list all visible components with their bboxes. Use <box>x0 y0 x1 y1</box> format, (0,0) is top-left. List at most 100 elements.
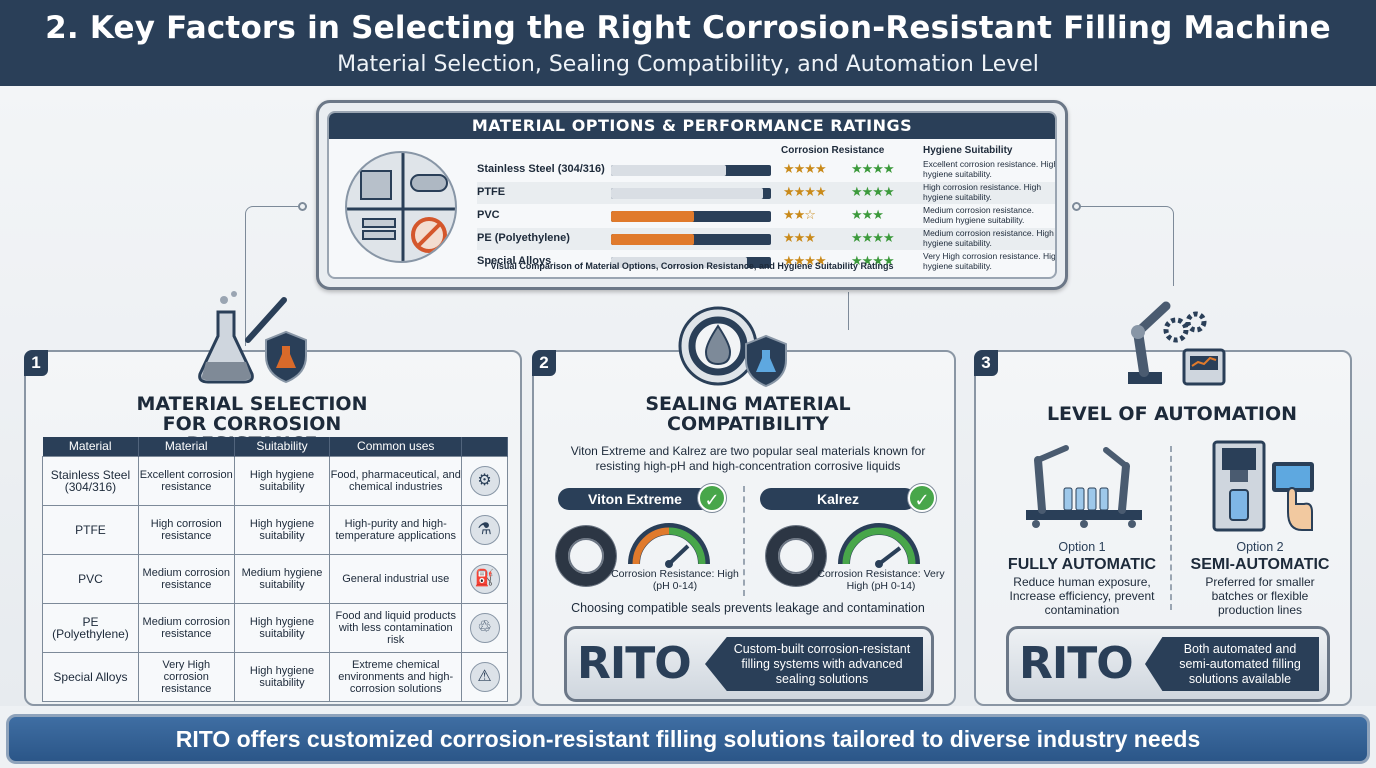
section2-title: SEALING MATERIAL COMPATIBILITY <box>645 393 851 435</box>
option1-title: FULLY AUTOMATIC <box>1007 556 1157 573</box>
material-options-heading: MATERIAL OPTIONS & PERFORMANCE RATINGS <box>329 113 1055 139</box>
cell-icon: ♲ <box>461 602 508 653</box>
corrosion-stars: ★★☆ <box>783 207 816 222</box>
application-icon: ⚙ <box>469 465 500 496</box>
col-material: Material <box>42 437 139 456</box>
cell-property: Medium corrosion resistance <box>137 553 235 604</box>
col-common-uses: Common uses <box>329 437 463 456</box>
kalrez-gauge-icon <box>838 522 920 568</box>
application-icon: ⚗ <box>469 514 500 545</box>
hygiene-col-heading: Hygiene Suitability <box>923 145 1013 156</box>
cell-material: Special Alloys <box>42 651 139 702</box>
viton-check-icon: ✓ <box>698 484 726 512</box>
hygiene-stars: ★★★★ <box>851 230 895 245</box>
material-rating-desc: Very High corrosion resistance. High hyg… <box>923 251 1057 271</box>
material-rating-desc: Medium corrosion resistance. High hygien… <box>923 228 1054 248</box>
corrosion-bar-fill <box>611 188 763 199</box>
material-option-row: PTFE ★★★★ ★★★★ High corrosion resistance. H… <box>477 182 1055 204</box>
cell-property: Medium corrosion resistance <box>137 602 235 653</box>
material-option-row: Stainless Steel (304/316) ★★★★ ★★★★ Excelle… <box>477 159 1057 181</box>
material-name: PVC <box>477 209 500 221</box>
col-material-property: Material <box>138 437 235 456</box>
rito-logo: RITO <box>577 638 692 689</box>
material-rating-desc: High corrosion resistance. High hygiene … <box>923 182 1042 202</box>
rito-banner-automation: RITO Both automated and semi-automated f… <box>1006 626 1330 702</box>
corrosion-col-heading: Corrosion Resistance <box>781 145 885 156</box>
col-suitability: Suitability <box>234 437 331 456</box>
cell-suitability: High hygiene suitability <box>233 504 331 555</box>
option2-label: Option 2 <box>1236 540 1284 554</box>
section-number: 2 <box>532 350 556 376</box>
viton-oring-icon <box>556 526 616 586</box>
material-rating-desc: Medium corrosion resistance. Medium hygi… <box>923 205 1035 225</box>
cell-uses: Extreme chemical environments and high-c… <box>329 651 463 702</box>
material-option-row: Special Alloys ★★★★ ★★★★ Very High corrosio… <box>477 251 1057 273</box>
rito-sealing-message: Custom-built corrosion-resistant filling… <box>705 637 923 691</box>
connector-dot <box>298 202 307 211</box>
material-options-caption: Visual Comparison of Material Options, C… <box>490 261 894 271</box>
cell-suitability: High hygiene suitability <box>233 651 331 702</box>
table-row: Special Alloys Very High corrosion resist… <box>42 651 508 702</box>
cell-icon: ⚠ <box>461 651 508 702</box>
material-name: PTFE <box>477 186 506 198</box>
cell-material: PE (Polyethylene) <box>42 602 139 653</box>
seal-viton-label: Viton Extreme <box>558 488 712 510</box>
cell-property: Excellent corrosion resistance <box>137 455 235 506</box>
corrosion-bar <box>611 234 771 245</box>
viton-rating: Corrosion Resistance: High (pH 0-14) <box>611 568 739 592</box>
cell-uses: Food and liquid products with less conta… <box>329 602 463 653</box>
hygiene-stars: ★★★★ <box>851 253 895 268</box>
corrosion-bar-fill <box>611 234 695 245</box>
material-options-panel: MATERIAL OPTIONS & PERFORMANCE RATINGS C… <box>316 100 1068 290</box>
cell-icon: ⚗ <box>461 504 508 555</box>
hygiene-stars: ★★★★ <box>851 184 895 199</box>
seal-note: Choosing compatible seals prevents leaka… <box>571 601 925 615</box>
corrosion-stars: ★★★★ <box>783 161 827 176</box>
cell-uses: Food, pharmaceutical, and chemical indus… <box>329 455 463 506</box>
cell-uses: General industrial use <box>329 553 463 604</box>
corrosion-bar-fill <box>611 257 747 268</box>
cell-uses: High-purity and high-temperature applica… <box>329 504 463 555</box>
cell-suitability: Medium hygiene suitability <box>233 553 331 604</box>
connector-right <box>1078 206 1174 286</box>
header-banner: 2. Key Factors in Selecting the Right Co… <box>0 0 1376 86</box>
fully-automatic-machine-icon <box>1022 440 1146 530</box>
cell-material: PTFE <box>42 504 139 555</box>
seal-divider <box>743 486 745 596</box>
cell-property: High corrosion resistance <box>137 504 235 555</box>
material-table: Material Material Suitability Common use… <box>42 437 508 702</box>
cell-material: Stainless Steel (304/316) <box>42 455 139 506</box>
cell-icon: ⚙ <box>461 455 508 506</box>
page-title: 2. Key Factors in Selecting the Right Co… <box>45 10 1331 46</box>
kalrez-rating: Corrosion Resistance: Very High (pH 0-14… <box>817 568 945 592</box>
corrosion-stars: ★★★★ <box>783 253 827 268</box>
table-row: PTFE High corrosion resistance High hygien… <box>42 504 508 555</box>
option2-description: Preferred for smaller batches or flexibl… <box>1205 575 1315 617</box>
connector-dot <box>1072 202 1081 211</box>
option1-label: Option 1 <box>1058 540 1106 554</box>
section-number: 1 <box>24 350 48 376</box>
table-row: PE (Polyethylene) Medium corrosion resist… <box>42 602 508 653</box>
section3-title: LEVEL OF AUTOMATION <box>1046 403 1298 425</box>
semi-automatic-machine-icon <box>1208 438 1320 534</box>
corrosion-stars: ★★★ <box>783 230 816 245</box>
robot-arm-icon <box>1116 292 1228 388</box>
rito-logo: RITO <box>1019 638 1134 689</box>
col-icon <box>461 437 508 456</box>
connector-middle <box>848 292 849 330</box>
cell-material: PVC <box>42 553 139 604</box>
table-row: Stainless Steel (304/316) Excellent corro… <box>42 455 508 506</box>
cell-property: Very High corrosion resistance <box>137 651 235 702</box>
connector-left <box>245 206 307 346</box>
corrosion-bar-fill <box>611 165 727 176</box>
cell-suitability: High hygiene suitability <box>233 602 331 653</box>
material-rating-desc: Excellent corrosion resistance. High hyg… <box>923 159 1057 179</box>
hygiene-stars: ★★★★ <box>851 161 895 176</box>
material-option-row: PE (Polyethylene) ★★★ ★★★★ Medium corrosion… <box>477 228 1055 250</box>
material-table-header: Material Material Suitability Common use… <box>42 437 508 456</box>
corrosion-bar <box>611 257 771 268</box>
footer-banner: RITO offers customized corrosion-resista… <box>6 714 1370 764</box>
material-name: Special Alloys <box>477 255 552 267</box>
corrosion-bar-fill <box>611 211 695 222</box>
seal-kalrez-label: Kalrez <box>760 488 916 510</box>
